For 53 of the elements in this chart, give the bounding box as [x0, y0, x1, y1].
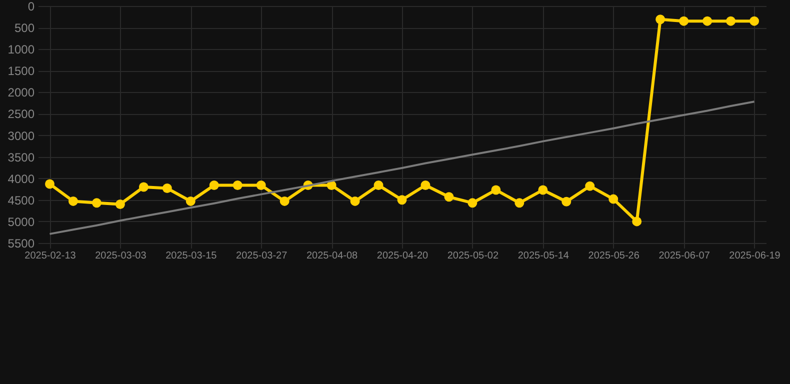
- x-tick-label: 2025-03-27: [236, 250, 288, 262]
- point: [514, 198, 524, 208]
- point: [632, 216, 642, 226]
- point: [350, 196, 360, 206]
- y-tick-label: 3500: [8, 150, 35, 164]
- point: [186, 196, 196, 206]
- point: [444, 192, 454, 202]
- point: [468, 198, 478, 208]
- y-tick-label: 5500: [8, 236, 35, 250]
- y-tick-label: 2500: [8, 107, 35, 122]
- point: [92, 198, 102, 208]
- point: [256, 180, 266, 190]
- point: [656, 14, 666, 24]
- point: [491, 185, 501, 195]
- point: [726, 16, 736, 26]
- x-tick-label: 2025-05-26: [588, 250, 640, 262]
- point: [562, 196, 572, 206]
- point: [138, 182, 148, 192]
- point: [115, 199, 125, 209]
- point: [608, 194, 618, 204]
- y-tick-label: 3000: [8, 128, 35, 143]
- point: [538, 185, 548, 195]
- x-tick-label: 2025-03-03: [95, 250, 147, 262]
- x-tick-label: 2025-06-19: [729, 250, 781, 262]
- y-tick-label: 500: [14, 21, 35, 36]
- point: [232, 180, 242, 190]
- y-tick-label: 1000: [8, 42, 35, 57]
- point: [397, 195, 407, 205]
- x-tick-label: 2025-06-07: [658, 250, 710, 262]
- x-tick-label: 2025-05-02: [447, 250, 499, 262]
- point: [420, 180, 430, 190]
- x-tick-label: 2025-02-13: [24, 250, 76, 262]
- x-tick-label: 2025-05-14: [518, 250, 570, 262]
- y-tick-label: 1500: [8, 64, 35, 78]
- point: [750, 16, 759, 26]
- x-tick-label: 2025-04-20: [376, 250, 429, 262]
- point: [679, 16, 689, 26]
- y-tick-label: 0: [28, 0, 35, 14]
- y-tick-label: 4000: [8, 172, 35, 186]
- point: [162, 184, 172, 194]
- point: [585, 181, 595, 191]
- point: [374, 180, 384, 190]
- point: [209, 180, 219, 190]
- y-tick-label: 5000: [8, 214, 35, 229]
- point: [280, 196, 290, 206]
- y-tick-label: 4500: [8, 193, 35, 208]
- y-tick-label: 2000: [8, 86, 35, 100]
- x-tick-label: 2025-03-15: [166, 250, 218, 262]
- x-tick-label: 2025-04-08: [306, 250, 358, 262]
- point: [702, 16, 712, 26]
- line-series: [48, 100, 756, 235]
- point: [68, 196, 78, 206]
- point: [45, 179, 54, 189]
